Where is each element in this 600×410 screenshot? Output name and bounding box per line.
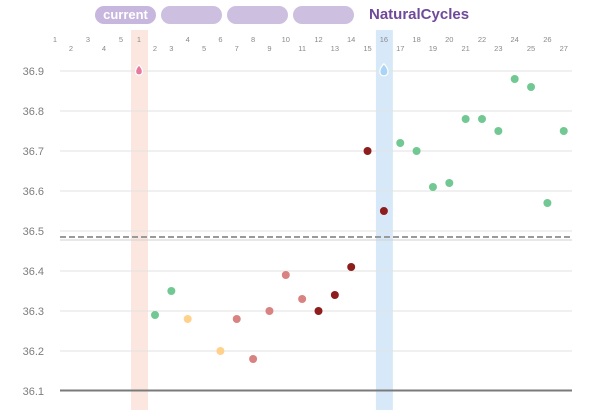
temperature-point xyxy=(428,183,437,191)
x-tick-label: 26 xyxy=(543,35,551,44)
y-tick-label: 36.9 xyxy=(23,66,44,78)
x-tick-label: 17 xyxy=(396,44,404,53)
temperature-point xyxy=(494,127,503,135)
data-points xyxy=(151,75,568,363)
x-tick-label: 19 xyxy=(429,44,437,53)
x-tick-label: 20 xyxy=(445,35,453,44)
x-tick-label: 25 xyxy=(527,44,535,53)
x-tick-label: 7 xyxy=(235,44,239,53)
temperature-point xyxy=(559,127,568,135)
x-tick-label: 22 xyxy=(478,35,486,44)
temperature-point xyxy=(232,315,241,323)
x-tick-label: 5 xyxy=(119,35,123,44)
period-band xyxy=(131,30,148,410)
y-tick-label: 36.4 xyxy=(23,266,44,278)
y-axis-ticks: 36.1 36.2 36.3 36.4 36.5 36.6 36.7 36.8 36.9 xyxy=(23,66,44,398)
tab-current[interactable]: current xyxy=(95,6,156,24)
y-tick-label: 36.6 xyxy=(23,186,44,198)
x-tick-label: 8 xyxy=(251,35,255,44)
x-tick-label: 12 xyxy=(314,35,322,44)
temperature-point xyxy=(461,115,470,123)
temperature-point xyxy=(183,315,192,323)
temperature-point xyxy=(527,83,536,91)
temperature-point xyxy=(478,115,486,123)
temperature-point xyxy=(314,307,323,315)
temperature-point xyxy=(249,355,258,363)
y-tick-label: 36.1 xyxy=(23,386,44,398)
tab-2[interactable] xyxy=(161,6,222,24)
x-tick-label: 27 xyxy=(560,44,568,53)
x-tick-label: 14 xyxy=(347,35,355,44)
temperature-point xyxy=(281,271,290,279)
y-tick-label: 36.3 xyxy=(23,306,44,318)
temperature-point xyxy=(445,179,454,187)
tab-3[interactable] xyxy=(227,6,288,24)
x-tick-label: 1 xyxy=(137,35,141,44)
temperature-point xyxy=(216,347,225,355)
temperature-point xyxy=(396,139,405,147)
temperature-point xyxy=(347,263,356,271)
x-tick-label: 23 xyxy=(494,44,502,53)
ovulation-band xyxy=(375,30,393,410)
drop-markers xyxy=(135,62,389,77)
temperature-point xyxy=(265,307,274,315)
x-tick-label: 3 xyxy=(86,35,90,44)
cycle-tabs: current xyxy=(95,6,354,24)
period-drop-icon xyxy=(135,64,143,76)
brand-name: NaturalCycles xyxy=(369,6,470,23)
x-tick-label: 5 xyxy=(202,44,206,53)
temperature-point xyxy=(510,75,519,83)
x-tick-label: 21 xyxy=(461,44,469,53)
y-tick-label: 36.7 xyxy=(23,146,44,158)
temperature-point xyxy=(151,311,159,319)
x-tick-label: 13 xyxy=(331,44,339,53)
x-tick-label: 16 xyxy=(380,35,388,44)
x-tick-label: 10 xyxy=(282,35,290,44)
tab-4[interactable] xyxy=(293,6,354,24)
ovulation-drop-icon xyxy=(379,62,389,77)
x-tick-label: 1 xyxy=(53,35,57,44)
temperature-point xyxy=(379,207,388,215)
temperature-point xyxy=(298,295,307,303)
y-tick-label: 36.2 xyxy=(23,346,44,358)
temperature-point xyxy=(412,147,421,155)
temperature-point xyxy=(543,199,552,207)
x-tick-label: 2 xyxy=(153,44,157,53)
x-tick-label: 4 xyxy=(102,44,106,53)
y-tick-label: 36.8 xyxy=(23,106,44,118)
y-tick-label: 36.5 xyxy=(23,226,44,238)
x-tick-label: 3 xyxy=(169,44,173,53)
x-tick-label: 6 xyxy=(218,35,222,44)
temperature-point xyxy=(363,147,372,155)
x-tick-label: 11 xyxy=(298,44,306,53)
highlight-bands xyxy=(131,30,393,410)
x-tick-label: 4 xyxy=(186,35,190,44)
x-tick-label: 18 xyxy=(412,35,420,44)
x-tick-label: 9 xyxy=(267,44,271,53)
x-axis-ticks: 1 3 5 1 4 6 8 10 12 14 16 18 20 22 24 262 4 2 3 5 7 9 11 13 15 17… xyxy=(53,35,568,53)
cover-line-group xyxy=(60,236,572,241)
temperature-point xyxy=(330,291,339,299)
x-tick-label: 24 xyxy=(511,35,519,44)
temperature-point xyxy=(167,287,176,295)
x-tick-label: 2 xyxy=(69,44,73,53)
x-tick-label: 15 xyxy=(363,44,371,53)
